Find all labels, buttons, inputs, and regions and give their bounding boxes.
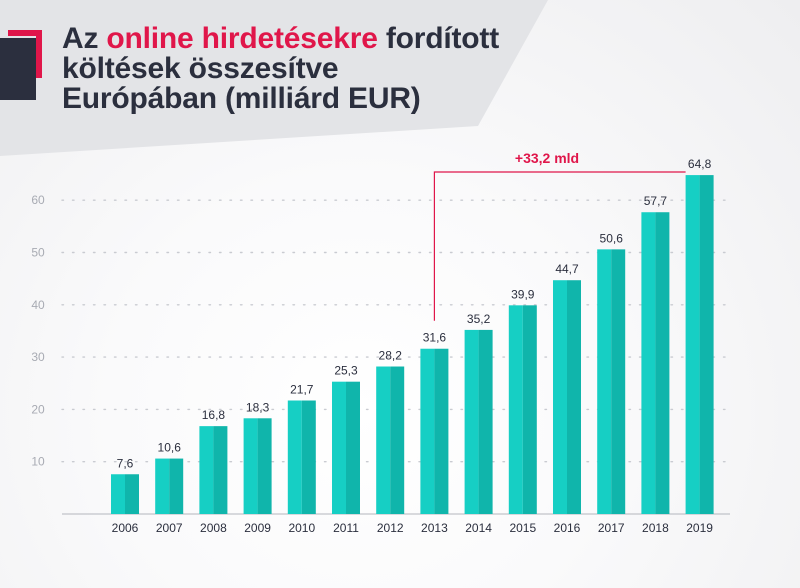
bar [420, 348, 435, 514]
x-tick-label: 2006 [112, 521, 139, 535]
bar-shade [434, 348, 449, 514]
data-label: 7,6 [117, 456, 134, 470]
y-tick-label: 50 [31, 246, 45, 260]
x-tick-label: 2019 [686, 521, 713, 535]
x-tick-label: 2017 [598, 521, 625, 535]
title-part2: fordított [377, 22, 500, 55]
bar-shade [478, 329, 493, 514]
bar-shade [699, 175, 714, 514]
bar [464, 329, 479, 514]
bar-shade [655, 212, 670, 514]
y-tick-label: 10 [31, 455, 45, 469]
bar-shade [257, 418, 272, 514]
annotation-label: +33,2 mld [515, 150, 579, 166]
bar [155, 458, 170, 514]
x-tick-label: 2007 [156, 521, 183, 535]
x-tick-label: 2015 [509, 521, 536, 535]
data-label: 25,3 [334, 364, 358, 378]
x-tick-label: 2010 [288, 521, 315, 535]
title-part1: Az [62, 22, 107, 55]
x-tick-label: 2012 [377, 521, 404, 535]
bar-shade [125, 474, 139, 514]
bar-shade [390, 366, 405, 514]
y-tick-label: 20 [31, 402, 45, 416]
data-label: 57,7 [644, 194, 668, 208]
data-label: 44,7 [555, 262, 579, 276]
x-tick-label: 2016 [554, 521, 581, 535]
bar-shade [213, 426, 228, 514]
chart-title: Az online hirdetésekre fordított költése… [62, 24, 582, 114]
bar [597, 249, 612, 514]
bar-shade [611, 249, 626, 514]
data-label: 35,2 [467, 312, 491, 326]
x-tick-label: 2014 [465, 521, 492, 535]
bar [332, 381, 346, 514]
y-tick-label: 60 [31, 193, 45, 207]
title-highlight: online hirdetésekre [106, 22, 378, 55]
data-label: 31,6 [423, 331, 447, 345]
bar [243, 418, 258, 514]
x-tick-label: 2008 [200, 521, 227, 535]
title-line3: Európában (milliárd EUR) [62, 82, 421, 115]
bar [508, 305, 523, 514]
x-tick-label: 2009 [244, 521, 271, 535]
y-tick-label: 40 [31, 298, 45, 312]
bar [199, 426, 214, 514]
data-label: 16,8 [202, 408, 226, 422]
bar [641, 212, 656, 514]
bar-shade [346, 381, 360, 514]
bar [376, 366, 391, 514]
data-label: 39,9 [511, 287, 535, 301]
data-label: 64,8 [688, 157, 712, 171]
bar [287, 400, 302, 514]
bar [111, 474, 125, 514]
logo-mark [0, 30, 42, 100]
x-tick-label: 2011 [333, 521, 359, 535]
x-tick-label: 2013 [421, 521, 448, 535]
data-label: 21,7 [290, 383, 314, 397]
x-tick-label: 2018 [642, 521, 669, 535]
title-banner [0, 0, 548, 156]
data-label: 18,3 [246, 400, 270, 414]
bar [685, 175, 700, 514]
bar-shade [567, 280, 581, 514]
bar-shade [169, 458, 184, 514]
annotation-bracket [433, 171, 686, 321]
bar [553, 280, 567, 514]
data-label: 28,2 [379, 349, 403, 363]
data-label: 10,6 [158, 441, 182, 455]
y-tick-label: 30 [31, 350, 45, 364]
title-line2: költések összesítve [62, 52, 339, 85]
data-label: 50,6 [600, 231, 624, 245]
bar-shade [522, 305, 537, 514]
bar-shade [301, 400, 316, 514]
